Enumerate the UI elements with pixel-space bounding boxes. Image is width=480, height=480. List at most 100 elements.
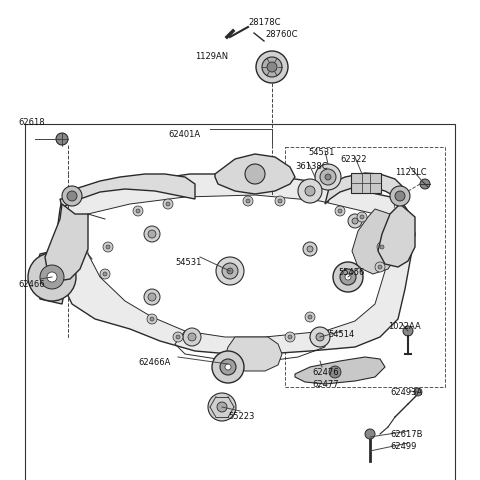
Text: 62617B: 62617B <box>390 429 422 438</box>
Circle shape <box>378 265 382 269</box>
Circle shape <box>136 210 140 214</box>
Polygon shape <box>45 204 88 281</box>
Circle shape <box>173 332 183 342</box>
Circle shape <box>147 314 157 324</box>
Circle shape <box>403 326 413 336</box>
Circle shape <box>183 328 201 346</box>
Circle shape <box>148 293 156 301</box>
Circle shape <box>62 187 82 206</box>
Circle shape <box>357 213 367 223</box>
Polygon shape <box>325 174 408 204</box>
FancyBboxPatch shape <box>351 174 381 193</box>
Text: 1022AA: 1022AA <box>388 321 421 330</box>
Circle shape <box>320 169 336 186</box>
Circle shape <box>345 275 351 280</box>
Circle shape <box>67 192 77 202</box>
Circle shape <box>256 52 288 84</box>
Circle shape <box>106 245 110 250</box>
Circle shape <box>217 402 227 412</box>
Polygon shape <box>60 175 195 207</box>
Text: 1129AN: 1129AN <box>195 52 228 61</box>
Bar <box>285 148 445 387</box>
Circle shape <box>103 242 113 252</box>
Text: 62466A: 62466A <box>138 357 170 366</box>
Bar <box>25 125 455 480</box>
Text: 55223: 55223 <box>228 411 254 420</box>
Text: 62499: 62499 <box>390 441 416 450</box>
Circle shape <box>395 192 405 202</box>
Circle shape <box>377 242 387 252</box>
Circle shape <box>420 180 430 190</box>
Circle shape <box>245 165 265 185</box>
Polygon shape <box>58 175 415 354</box>
Polygon shape <box>352 210 400 275</box>
Circle shape <box>340 269 356 286</box>
Circle shape <box>303 242 317 256</box>
Circle shape <box>148 230 156 239</box>
Circle shape <box>278 200 282 204</box>
Text: 28760C: 28760C <box>265 30 298 39</box>
Text: 62322: 62322 <box>340 155 367 164</box>
Circle shape <box>47 273 57 282</box>
Circle shape <box>144 227 160 242</box>
Circle shape <box>150 317 154 321</box>
Circle shape <box>208 393 236 421</box>
Circle shape <box>40 265 64 289</box>
Polygon shape <box>215 155 295 194</box>
Circle shape <box>222 264 238 279</box>
Circle shape <box>176 336 180 339</box>
Circle shape <box>414 388 422 396</box>
Circle shape <box>298 180 322 204</box>
Circle shape <box>333 263 363 292</box>
Circle shape <box>275 197 285 206</box>
Circle shape <box>285 332 295 342</box>
Circle shape <box>316 333 324 341</box>
Text: 54531: 54531 <box>308 148 335 156</box>
Circle shape <box>163 200 173 210</box>
Circle shape <box>220 359 236 375</box>
Polygon shape <box>86 195 388 337</box>
Polygon shape <box>225 337 282 371</box>
Circle shape <box>56 134 68 146</box>
Circle shape <box>375 263 385 273</box>
Circle shape <box>365 429 375 439</box>
Circle shape <box>352 218 358 225</box>
Text: 62618: 62618 <box>18 118 45 127</box>
Text: 62477: 62477 <box>312 379 338 388</box>
Text: 28178C: 28178C <box>248 18 280 27</box>
Circle shape <box>133 206 143 216</box>
Circle shape <box>380 245 384 250</box>
Circle shape <box>243 197 253 206</box>
Text: 54514: 54514 <box>328 329 354 338</box>
Circle shape <box>338 210 342 214</box>
Text: 54531: 54531 <box>175 257 202 266</box>
Circle shape <box>307 247 313 252</box>
Circle shape <box>310 327 330 347</box>
Circle shape <box>188 333 196 341</box>
Circle shape <box>227 268 233 275</box>
Circle shape <box>308 315 312 319</box>
Circle shape <box>360 216 364 219</box>
Circle shape <box>335 206 345 216</box>
Text: 62476: 62476 <box>312 367 338 376</box>
Circle shape <box>212 351 244 383</box>
Text: 62401A: 62401A <box>168 130 200 139</box>
Circle shape <box>103 273 107 276</box>
Circle shape <box>225 364 231 370</box>
Circle shape <box>329 366 341 378</box>
Circle shape <box>262 58 282 78</box>
Circle shape <box>390 187 410 206</box>
Circle shape <box>100 269 110 279</box>
Circle shape <box>246 200 250 204</box>
Text: 62466: 62466 <box>18 279 45 288</box>
Circle shape <box>315 165 341 191</box>
Circle shape <box>325 175 331 180</box>
Polygon shape <box>378 204 415 267</box>
Polygon shape <box>295 357 385 384</box>
Text: 36138C: 36138C <box>295 162 328 171</box>
Text: 62493A: 62493A <box>390 387 422 396</box>
Circle shape <box>166 203 170 206</box>
Circle shape <box>144 289 160 305</box>
Circle shape <box>348 215 362 228</box>
Circle shape <box>305 312 315 323</box>
